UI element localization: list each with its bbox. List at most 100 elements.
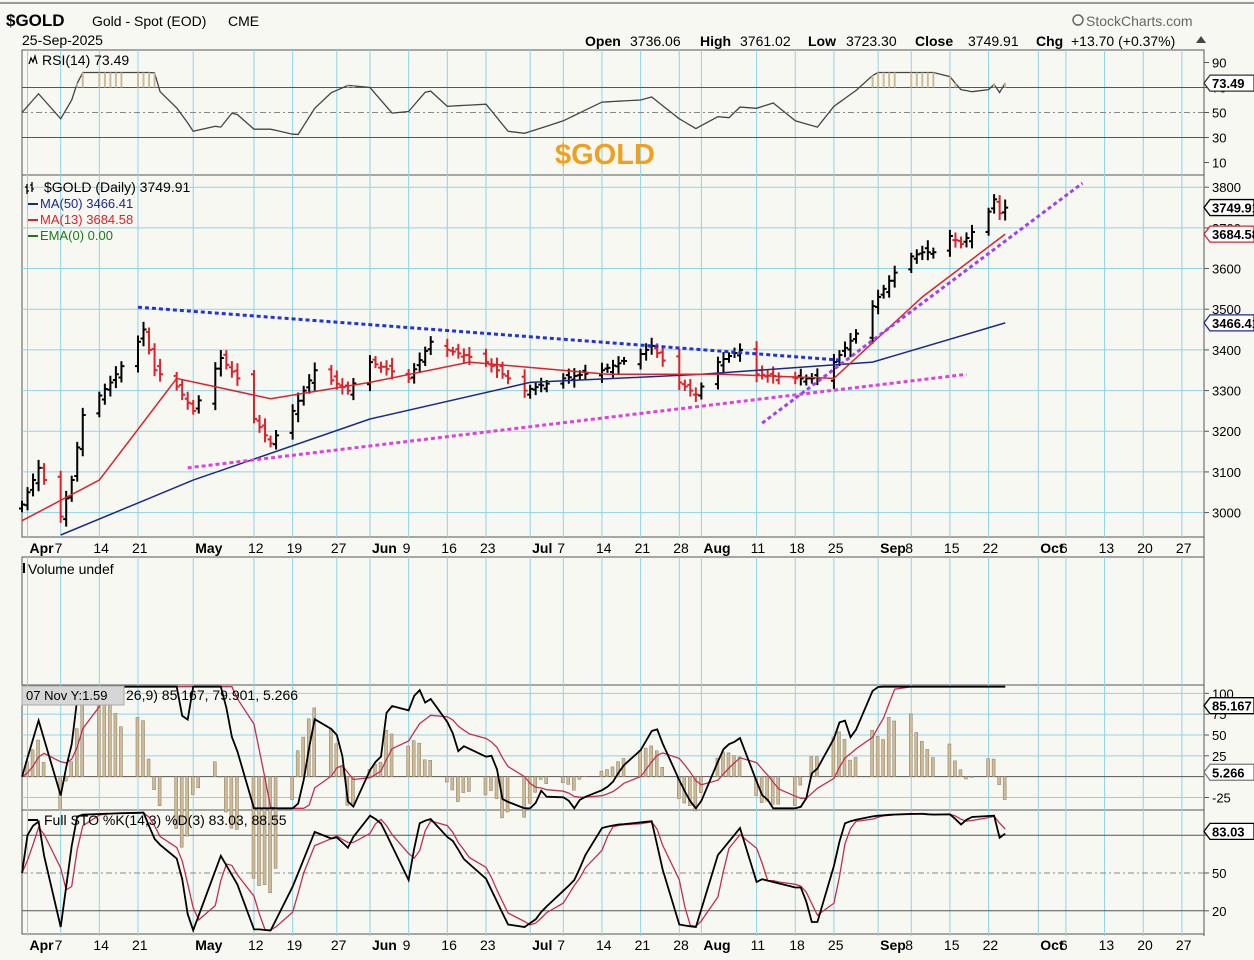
macd-histogram-bar: [196, 776, 200, 789]
macd-histogram-bar: [179, 776, 184, 848]
macd-histogram-bar: [268, 776, 272, 894]
macd-histogram-bar: [886, 717, 891, 777]
ohlc-bar: [350, 377, 357, 401]
ohlc-bar: [333, 370, 340, 390]
date-tooltip: [21, 685, 125, 706]
ohlc-bar: [328, 364, 335, 385]
sto-value-tag-text: 83.03: [1212, 824, 1245, 839]
x-tick-label: 13: [1099, 937, 1115, 953]
macd-histogram-bar: [384, 730, 388, 777]
chg-label: Chg: [1036, 33, 1063, 49]
macd-histogram-bar: [964, 776, 968, 780]
close-price-tag-box: [1203, 198, 1254, 217]
ohlc-summary: Open 3736.06 High 3761.02 Low 3723.30 Cl…: [585, 33, 1206, 49]
rsi-line: [21, 71, 1006, 136]
ohlc-bar: [460, 348, 467, 364]
macd-histogram-bar: [489, 776, 493, 791]
ohlc-bar: [118, 361, 125, 383]
x-tick-label: 14: [596, 937, 612, 953]
macd-legend: 07 Nov Y:1.59 26,9) 85.167, 79.901, 5.26…: [21, 685, 298, 706]
x-tick-label: 23: [480, 540, 496, 556]
ohlc-bar: [372, 356, 379, 369]
price-plot: [19, 181, 1084, 536]
macd-histogram-bar: [875, 736, 880, 777]
ohlc-bar: [24, 487, 31, 511]
ohlc-bar: [919, 245, 926, 261]
ohlc-bar: [383, 360, 390, 376]
ohlc-bar: [952, 232, 959, 248]
ma50-tag-text: 3466.41: [1212, 316, 1254, 331]
x-tick-label: 15: [944, 937, 960, 953]
macd-histogram-bar: [235, 776, 239, 830]
ohlc-bar: [422, 346, 429, 366]
x-tick-label: 27: [1176, 937, 1192, 953]
macd-histogram-bar: [986, 758, 990, 777]
ohlc-bar: [267, 435, 274, 448]
sto-value-tag-box: [1203, 822, 1254, 841]
x-tick-label: 27: [331, 937, 347, 953]
ohlc-bar: [151, 343, 158, 377]
volume-legend-icon: [23, 563, 25, 573]
axis-tick-label: 50: [1212, 866, 1226, 881]
macd-histogram-bar: [273, 776, 278, 869]
symbol-title: $GOLD: [6, 11, 65, 30]
ohlc-bar: [134, 335, 141, 373]
ohlc-bar: [847, 333, 854, 358]
ohlc-bar: [30, 473, 37, 497]
macd-histogram-bar: [920, 741, 924, 777]
macd-histogram-bar: [351, 776, 355, 804]
macd-histogram-bar: [108, 702, 112, 777]
stochastic-plot: [21, 811, 1006, 933]
macd-histogram-bar: [329, 729, 333, 777]
x-tick-label: 8: [905, 540, 913, 556]
ohlc-bar: [107, 375, 114, 397]
ema-legend: EMA(0) 0.00: [40, 228, 113, 243]
ohlc-bar: [140, 321, 147, 347]
x-tick-label: 21: [635, 937, 651, 953]
macd-signal-line: [21, 686, 1006, 809]
axis-tick-label: 10: [1212, 156, 1226, 171]
price-axis: 3800370036003500340033003200310030003749…: [1203, 180, 1254, 521]
macd-histogram-bar: [450, 776, 455, 791]
macd-histogram-bar: [544, 776, 548, 784]
macd-histogram-bar: [688, 776, 692, 806]
x-tick-label: Oct: [1040, 540, 1064, 556]
macd-histogram-bar: [969, 776, 974, 778]
ohlc-bar: [869, 300, 876, 344]
macd-histogram-bar: [141, 720, 145, 777]
close-price-tag-text: 3749.91: [1212, 201, 1254, 216]
ohlc-bar: [720, 352, 727, 373]
ohlc-bar: [405, 369, 412, 384]
macd-histogram-bar: [30, 749, 35, 777]
ohlc-bar: [262, 418, 269, 443]
ohlc-bar: [19, 500, 25, 513]
x-tick-label: Oct: [1040, 937, 1064, 953]
macd-histogram-bar: [334, 743, 339, 777]
x-tick-label: 16: [441, 937, 457, 953]
exchange-label: CME: [228, 13, 259, 29]
macd-histogram-bar: [693, 776, 698, 812]
axis-tick-label: 3200: [1212, 424, 1241, 439]
ohlc-bar: [527, 384, 534, 399]
x-tick-label: 22: [983, 937, 999, 953]
macd-histogram-bar: [152, 776, 156, 790]
ma13-line: [21, 233, 1006, 522]
macd-histogram-bar: [290, 776, 294, 800]
ohlc-bar: [924, 240, 931, 261]
volume-panel: [21, 556, 1205, 686]
ohlc-bar: [35, 459, 42, 492]
ohlc-bar: [416, 352, 423, 373]
macd-histogram-bar: [870, 730, 874, 777]
macd-histogram-bar: [146, 758, 151, 777]
ohlc-bar: [157, 358, 164, 382]
macd-histogram-bar: [301, 736, 305, 777]
ohlc-bar: [311, 362, 318, 391]
ohlc-bar: [427, 336, 434, 355]
x-tick-label: 27: [1176, 540, 1192, 556]
macd-histogram-bar: [643, 747, 648, 777]
macd-histogram-bar: [732, 755, 736, 777]
ohlc-bar: [228, 361, 235, 378]
gold-annotation-title: $GOLD: [555, 139, 655, 171]
